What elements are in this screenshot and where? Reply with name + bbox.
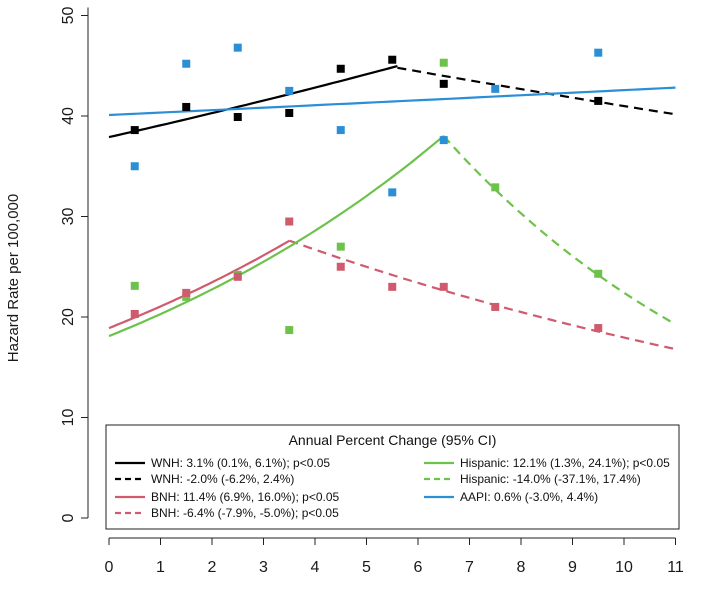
x-tick-label: 4 xyxy=(311,559,320,576)
y-tick-label: 40 xyxy=(60,107,77,125)
trend-line-aapi-solid xyxy=(108,86,676,117)
data-point-aapi xyxy=(439,136,448,145)
data-point-wnh xyxy=(182,102,191,111)
data-point-bnh xyxy=(285,217,294,226)
x-tick-label: 8 xyxy=(517,559,526,576)
data-point-bnh xyxy=(336,262,345,271)
legend-label: Hispanic: 12.1% (1.3%, 24.1%); p<0.05 xyxy=(460,456,670,470)
axes: 0 1 2 3 4 5 6 7 8 9 10 11 0 10 20 30 40 50 xyxy=(60,7,684,577)
legend-box xyxy=(105,424,680,530)
legend-label: BNH: 11.4% (6.9%, 16.0%); p<0.05 xyxy=(151,490,340,504)
data-point-bnh xyxy=(130,309,139,318)
x-tick-label: 3 xyxy=(259,559,268,576)
trend-line-hispanic-solid xyxy=(108,134,445,338)
data-point-bnh xyxy=(491,302,500,311)
x-tick-label: 7 xyxy=(465,559,474,576)
y-tick-label: 50 xyxy=(60,7,77,25)
data-point-hispanic xyxy=(439,58,448,67)
legend-label: Hispanic: -14.0% (-37.1%, 17.4%) xyxy=(460,472,641,486)
data-point-wnh xyxy=(285,108,294,117)
data-point-bnh xyxy=(233,272,242,281)
data-point-aapi xyxy=(388,188,397,197)
legend-label: WNH: -2.0% (-6.2%, 2.4%) xyxy=(151,472,294,486)
legend-label: BNH: -6.4% (-7.9%, -5.0%); p<0.05 xyxy=(151,506,339,520)
trend-lines xyxy=(108,65,677,351)
data-point-bnh xyxy=(182,288,191,297)
trend-line-wnh-dashed xyxy=(397,66,676,116)
data-point-bnh xyxy=(388,282,397,291)
legend-label: AAPI: 0.6% (-3.0%, 4.4%) xyxy=(460,490,598,504)
x-tick-label: 10 xyxy=(615,559,633,576)
x-tick-label: 11 xyxy=(667,559,684,576)
y-tick-label: 30 xyxy=(60,208,77,226)
legend-title: Annual Percent Change (95% CI) xyxy=(289,432,497,448)
data-point-aapi xyxy=(336,126,345,135)
data-point-bnh xyxy=(439,282,448,291)
data-point-wnh xyxy=(439,79,448,88)
x-tick-label: 5 xyxy=(362,559,371,576)
y-tick-label: 20 xyxy=(60,308,77,326)
data-point-hispanic xyxy=(285,326,294,335)
x-tick-label: 2 xyxy=(208,559,217,576)
y-tick-label: 10 xyxy=(60,409,77,427)
data-point-wnh xyxy=(388,55,397,64)
trend-line-bnh-dashed xyxy=(288,239,676,351)
data-point-aapi xyxy=(182,59,191,68)
legend-label: WNH: 3.1% (0.1%, 6.1%); p<0.05 xyxy=(151,456,330,470)
trend-line-bnh-solid xyxy=(108,239,290,330)
data-point-wnh xyxy=(594,96,603,105)
data-point-aapi xyxy=(594,48,603,57)
data-point-wnh xyxy=(130,126,139,135)
data-point-aapi xyxy=(491,84,500,93)
x-tick-label: 9 xyxy=(568,559,577,576)
data-point-aapi xyxy=(130,162,139,171)
data-points xyxy=(130,43,603,335)
legend: Annual Percent Change (95% CI) WNH: 3.1% … xyxy=(105,424,680,530)
y-axis-title: Hazard Rate per 100,000 xyxy=(5,194,22,362)
x-tick-label: 1 xyxy=(156,559,165,576)
trend-line-wnh-solid xyxy=(108,65,398,139)
data-point-aapi xyxy=(285,86,294,95)
data-point-hispanic xyxy=(130,281,139,290)
data-point-bnh xyxy=(594,324,603,333)
x-tick-label: 6 xyxy=(414,559,423,576)
y-tick-label: 0 xyxy=(60,513,77,522)
data-point-hispanic xyxy=(594,269,603,278)
x-tick-label: 0 xyxy=(105,559,114,576)
data-point-aapi xyxy=(233,43,242,52)
data-point-hispanic xyxy=(182,292,191,301)
data-point-wnh xyxy=(233,113,242,122)
data-point-wnh xyxy=(336,64,345,73)
data-point-hispanic xyxy=(336,242,345,251)
data-point-hispanic xyxy=(491,183,500,192)
